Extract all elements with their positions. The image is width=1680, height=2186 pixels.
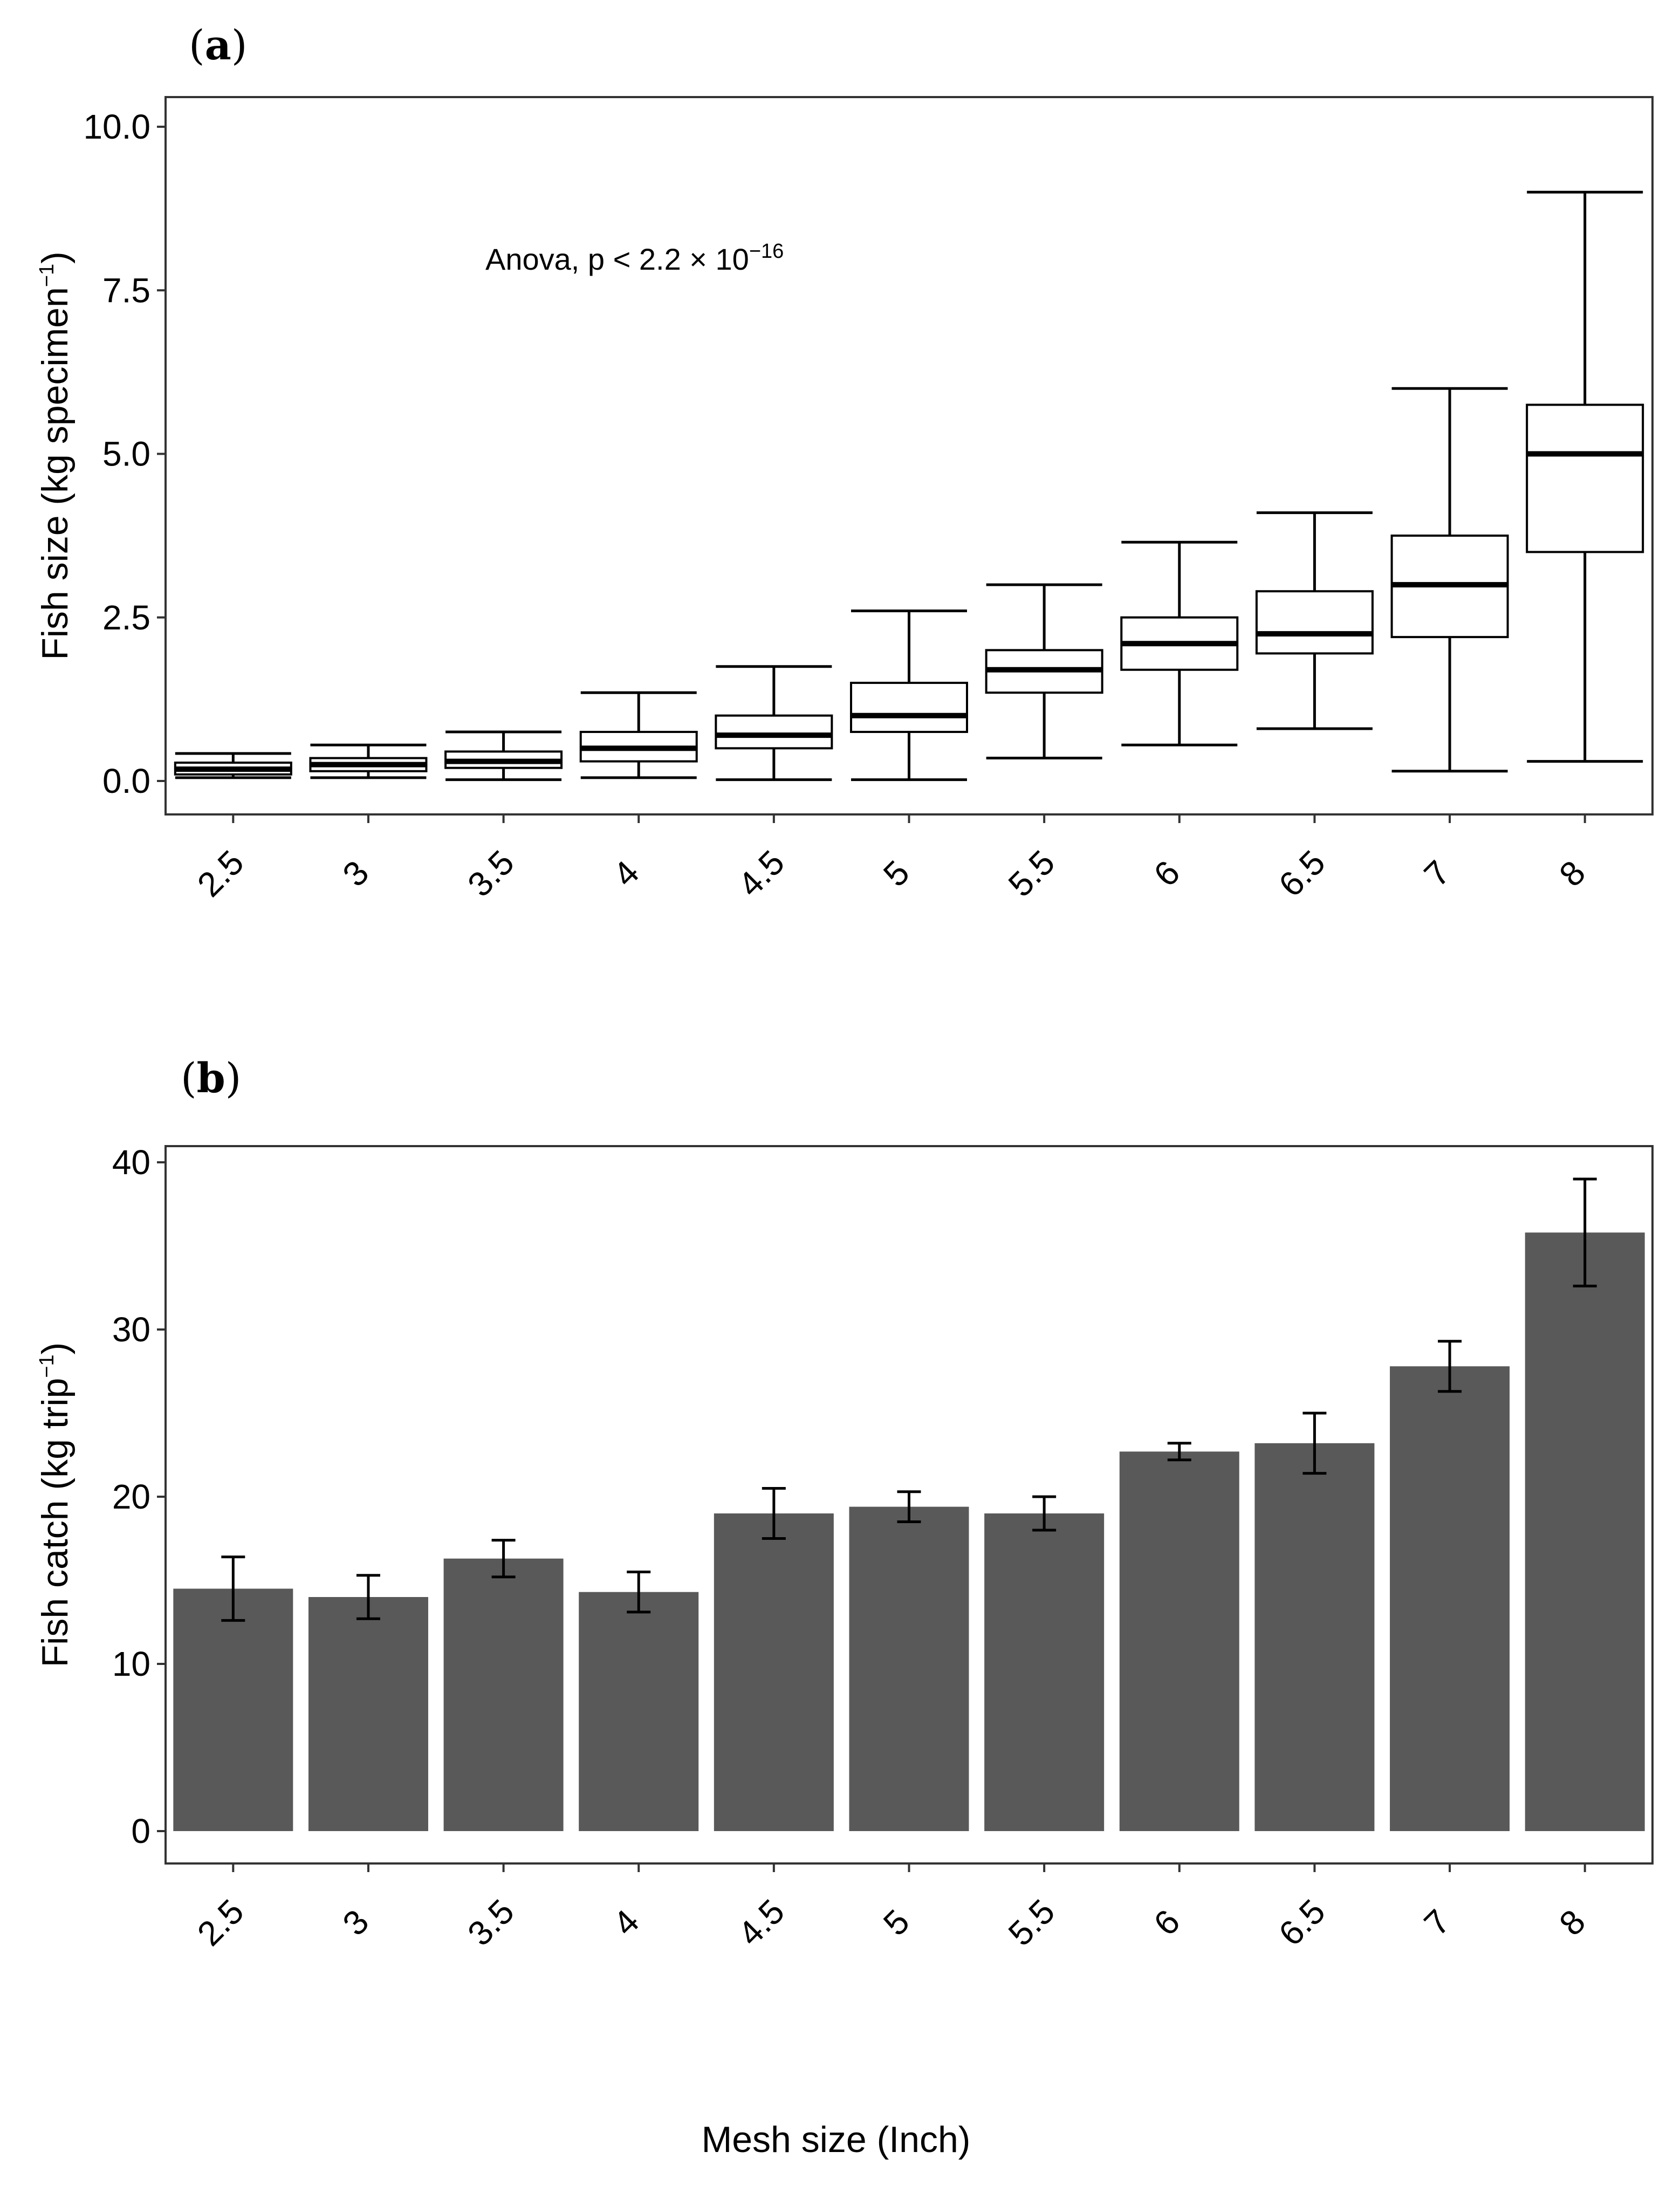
panel-b-x-tick-label: 2.5 [190, 1892, 251, 1954]
box-6 [1120, 540, 1239, 746]
panel-a-boxes [174, 190, 1644, 782]
bar-group-8 [1525, 1177, 1645, 1831]
bar-group-3 [308, 1574, 428, 1831]
panel-a-x-tick-label: 4 [606, 853, 647, 894]
bar [173, 1588, 293, 1831]
panel-a-y-tick-label: 5.0 [102, 435, 150, 474]
bar [443, 1558, 564, 1831]
panel-a-x-tick-label: 3 [335, 853, 376, 894]
panel-b-label: (b) [181, 1054, 241, 1102]
panel-b-y-tick-label: 40 [112, 1143, 150, 1182]
bar-group-5 [849, 1490, 969, 1831]
bar-group-6.5 [1254, 1411, 1375, 1831]
panel-b-x-tick-label: 6 [1146, 1902, 1187, 1943]
bar [1525, 1232, 1645, 1831]
bar-group-6 [1119, 1442, 1239, 1831]
iqr-box [850, 682, 968, 734]
panel-b-y-tick-label: 10 [112, 1644, 150, 1683]
bar [579, 1592, 699, 1831]
box-4 [579, 691, 698, 779]
panel-b-barchart: (b) 0 10 20 30 40 2.5 3 3.5 4 4.5 5 5.5 6 6.5 7 8 Fish… [35, 1054, 1654, 2160]
box-3 [309, 743, 428, 779]
panel-a-x-tick-label: 6 [1146, 853, 1187, 894]
panel-a-x-tick-label: 7 [1416, 853, 1457, 894]
bar-group-4.5 [714, 1487, 834, 1831]
box-3.5 [444, 730, 563, 782]
bar [1254, 1443, 1375, 1831]
bar-group-3.5 [443, 1539, 564, 1831]
panel-a-y-axis-title: Fish size (kg specimen−1) [35, 251, 76, 660]
iqr-box [1526, 403, 1644, 553]
box-5.5 [985, 583, 1103, 760]
box-7 [1390, 387, 1509, 773]
bar-group-2.5 [173, 1555, 293, 1831]
panel-b-y-tick-label: 0 [131, 1812, 150, 1851]
panel-a-x-axis: 2.5 3 3.5 4 4.5 5 5.5 6 6.5 7 8 [190, 814, 1593, 904]
bar [308, 1597, 428, 1831]
bar [849, 1506, 969, 1831]
panel-a-x-tick-label: 5.5 [1001, 843, 1062, 904]
panel-b-x-tick-label: 4 [606, 1902, 647, 1943]
panel-a-y-tick-label: 0.0 [102, 762, 150, 800]
panel-b-y-axis-title: Fish catch (kg trip−1) [35, 1342, 76, 1668]
iqr-box [715, 714, 833, 750]
panel-b-x-tick-label: 6.5 [1271, 1892, 1333, 1954]
panel-b-x-tick-label: 7 [1416, 1902, 1457, 1943]
panel-a-x-tick-label: 5 [876, 853, 917, 894]
panel-a-x-tick-label: 3.5 [460, 843, 522, 904]
panel-a-label: (a) [189, 21, 248, 69]
bar [1119, 1451, 1239, 1831]
panel-b-x-tick-label: 8 [1552, 1902, 1593, 1943]
bar [984, 1513, 1105, 1831]
panel-a-x-tick-label: 8 [1552, 853, 1593, 894]
box-2.5 [174, 752, 292, 779]
panel-a-y-tick-label: 10.0 [83, 107, 150, 146]
box-4.5 [715, 665, 833, 782]
panel-b-x-tick-label: 3.5 [460, 1892, 522, 1954]
panel-a-y-tick-label: 2.5 [102, 598, 150, 637]
bar-group-4 [579, 1571, 699, 1831]
bar [714, 1513, 834, 1831]
panel-a-x-tick-label: 2.5 [190, 843, 251, 904]
panel-b-y-tick-label: 30 [112, 1310, 150, 1349]
panel-b-x-tick-label: 5 [876, 1902, 917, 1943]
panel-a-y-axis: 0.0 2.5 5.0 7.5 10.0 [83, 107, 166, 800]
x-axis-title: Mesh size (Inch) [702, 2119, 971, 2160]
box-8 [1526, 190, 1644, 763]
box-6.5 [1255, 511, 1374, 730]
panel-b-x-tick-label: 5.5 [1001, 1892, 1062, 1954]
panel-b-y-tick-label: 20 [112, 1477, 150, 1516]
panel-a-x-tick-label: 6.5 [1271, 843, 1333, 904]
panel-b-y-axis: 0 10 20 30 40 [112, 1143, 166, 1851]
bar [1390, 1366, 1510, 1831]
panel-a-anova-annotation: Anova, p < 2.2 × 10−16 [485, 240, 784, 276]
bar-group-5.5 [984, 1495, 1105, 1831]
panel-b-x-tick-label: 3 [335, 1902, 376, 1943]
panel-b-x-axis: 2.5 3 3.5 4 4.5 5 5.5 6 6.5 7 8 [190, 1863, 1593, 1953]
panel-a-boxplot: (a) 0.0 2.5 5.0 7.5 10.0 2.5 3 3.5 4 4.5 5 5.5 6 6.5… [35, 21, 1654, 904]
panel-a-y-tick-label: 7.5 [102, 271, 150, 310]
panel-b-x-tick-label: 4.5 [730, 1892, 792, 1954]
panel-b-bars [173, 1177, 1645, 1831]
box-5 [850, 609, 968, 782]
panel-a-x-tick-label: 4.5 [730, 843, 792, 904]
bar-group-7 [1390, 1340, 1510, 1831]
iqr-box [1255, 590, 1374, 655]
